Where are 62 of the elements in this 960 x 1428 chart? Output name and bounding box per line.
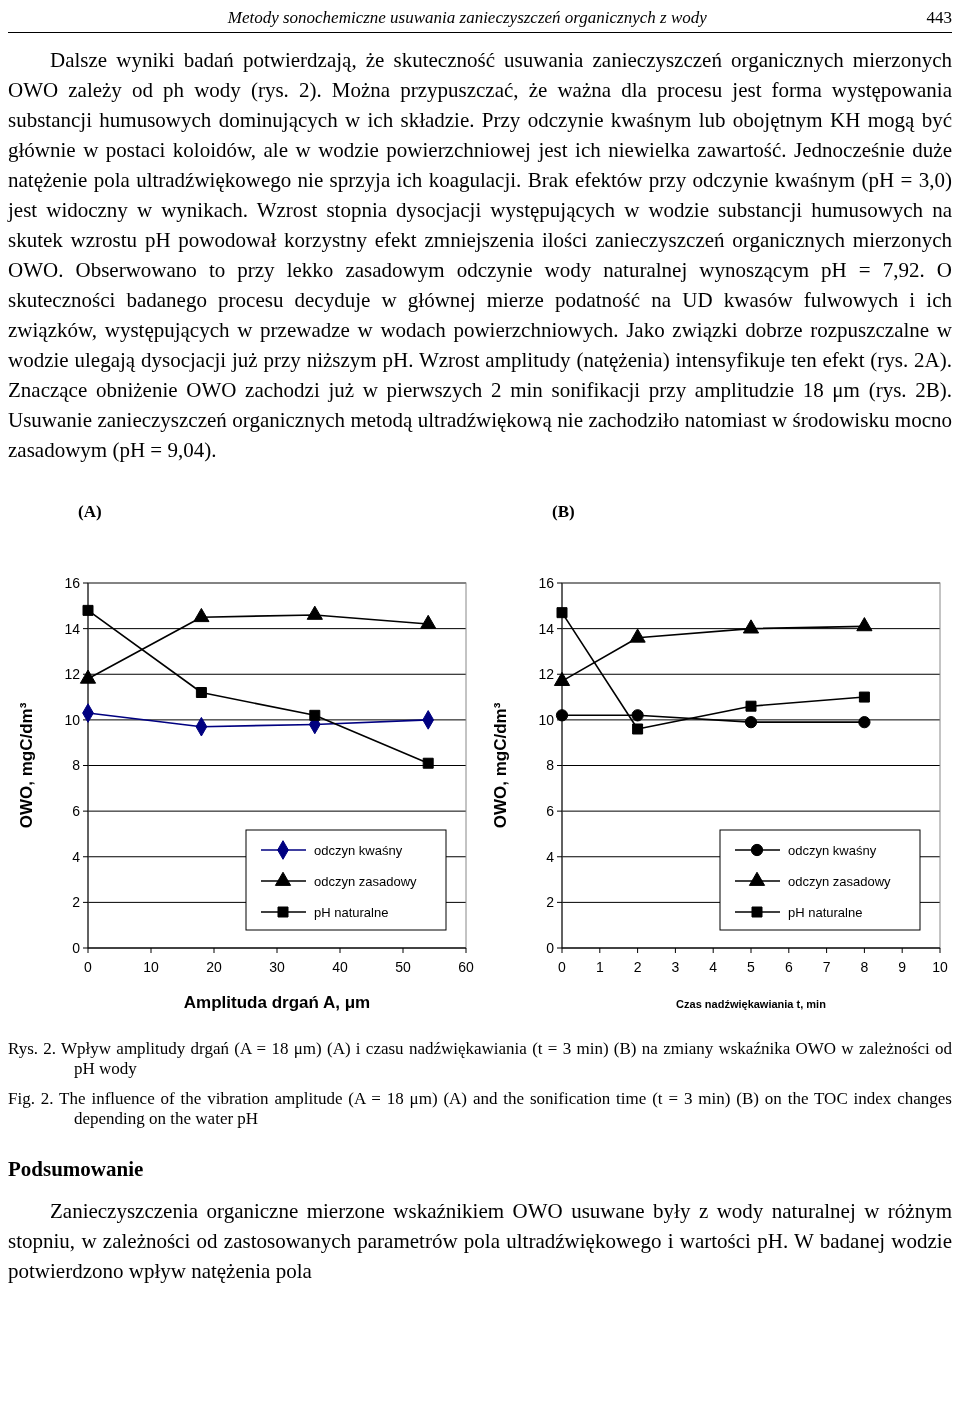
x-tick-label: 6 [784, 959, 793, 975]
legend-label: odczyn zasadowy [314, 873, 418, 889]
x-tick-label: 1 [595, 959, 604, 975]
x-tick-label: 50 [395, 959, 411, 975]
text: Zanieczyszczenia organiczne mierzone wskaźnikiem OWO usuwane były z wody naturalnej w różnym stopniu, w zależności od zastosowanych parametrów pola ultradźwiękowego i wartości pH. W badanej wodzie potwierdzono wpływ natężenia pola [8, 1198, 952, 1285]
point [309, 709, 321, 721]
text: Dalsze wyniki badań potwierdzają, że skuteczność usuwania zanieczyszczeń organicznych mierzonych OWO zależy od ph wody (rys. 2). Można przypuszczać, że ważna dla procesu jest forma występowania substancji humusowych dominujących w ich składzie. Przy odczynie kwaśnym lub obojętnym KH mogą być głównie w postaci koloidów, ale w wodzie powierzchniowej jest ich niewielka zawartość. Jednocześnie duże natężenie pola ultradźwiękowego nie sprzyja ich koagulacji. Brak efektów przy odczynie kwaśnym (pH = 3,0) jest widoczny w wynikach. Wzrost stopnia dysocjacji występujących w wodzie substancji humusowych na skutek wzrostu pH powodował korzystny efekt zmniejszenia ilości zanieczyszczeń organicznych mierzonych OWO. Obserwowano to przy lekko zasadowym odczynie wody naturalnej wynoszącym pH = 7,92. O skuteczności badanego procesu decyduje w głównej mierze podatność na UD kwasów fulwowych i ich związków, występujących w przewadze w wodach powierzchniowych. Jako związki dobrze rozpuszczalne w wodzie ulegają dysocjacji już przy niższym pH. Wzrost amplitudy (natężenia) intensyfikuje ten efekt (rys. 2A). Znaczące obniżenie OWO zachodzi już w pierwszych 2 min sonifikacji przy amplitudzie 18 μm (rys. 2B). Usuwanie zanieczyszczeń organicznych metodą ultradźwiękową nie zachodziło natomiast w środowisku mocno zasadowym (pH = 9,04). [8, 48, 952, 462]
x-tick-label: 30 [269, 959, 285, 975]
y-tick-label: 4 [72, 848, 81, 865]
y-tick-label: 12 [538, 666, 555, 683]
point [420, 614, 437, 629]
x-tick-label: 8 [860, 959, 869, 975]
y-axis-title: OWO, mgC/dm³ [491, 702, 510, 829]
y-tick-label: 4 [546, 848, 555, 865]
chart-title: (A) [78, 502, 102, 521]
x-tick-label: 10 [932, 959, 948, 975]
y-tick-label: 0 [72, 939, 81, 956]
text: 443 [926, 8, 952, 28]
legend-label: pH naturalne [788, 904, 863, 920]
x-axis-title: Amplituda drgań A, μm [183, 993, 371, 1012]
y-tick-label: 14 [64, 620, 81, 637]
x-axis-title: Czas nadźwiękawiania t, min [676, 998, 827, 1010]
legend-label: pH naturalne [314, 904, 389, 920]
y-tick-label: 6 [72, 803, 81, 820]
x-tick-label: 0 [558, 959, 567, 975]
y-tick-label: 6 [546, 803, 555, 820]
point [422, 757, 434, 769]
x-tick-label: 9 [898, 959, 907, 975]
legend-label: odczyn kwaśny [788, 842, 877, 858]
y-tick-label: 10 [64, 711, 81, 728]
y-tick-label: 2 [546, 894, 555, 911]
point [195, 687, 207, 698]
y-axis-title: OWO, mgC/dm³ [17, 702, 36, 829]
legend-label: odczyn kwaśny [314, 842, 403, 858]
x-tick-label: 60 [458, 959, 474, 975]
x-tick-label: 3 [671, 959, 680, 975]
y-tick-label: 2 [72, 894, 81, 911]
x-tick-label: 5 [747, 959, 756, 975]
chart-title: (B) [552, 502, 575, 521]
y-tick-label: 10 [538, 711, 555, 728]
point [79, 669, 97, 684]
y-tick-label: 14 [538, 620, 555, 637]
y-tick-label: 8 [72, 757, 81, 774]
text: Podsumowanie [8, 1157, 145, 1182]
y-tick-label: 12 [64, 666, 81, 683]
x-tick-label: 4 [709, 959, 718, 975]
point [193, 607, 210, 623]
x-tick-label: 40 [332, 959, 348, 975]
legend-label: odczyn zasadowy [788, 873, 892, 889]
y-tick-label: 0 [546, 939, 555, 956]
point [306, 605, 323, 620]
x-tick-label: 2 [633, 959, 642, 975]
x-tick-label: 0 [84, 959, 93, 975]
text: Rys. 2. Wpływ amplitudy drgań (A = 18 μm) (A) i czasu nadźwiękawiania (t = 3 min) (B) na zmiany wskaźnika OWO w zależności od pH wody [8, 1039, 952, 1079]
x-tick-label: 10 [143, 959, 159, 975]
text: Metody sonochemiczne usuwania zanieczyszczeń organicznych z wody [226, 8, 708, 28]
y-tick-label: 16 [538, 574, 555, 591]
y-tick-label: 8 [546, 757, 555, 774]
y-tick-label: 16 [64, 574, 81, 591]
x-tick-label: 20 [206, 959, 222, 975]
x-tick-label: 7 [822, 959, 831, 975]
caption: Fig. 2. The influence of the vibration amplitude (A = 18 μm) (A) and the sonification time (t = 3 min) (B) on the TOC index changes depending on the water pH [8, 1089, 952, 1129]
